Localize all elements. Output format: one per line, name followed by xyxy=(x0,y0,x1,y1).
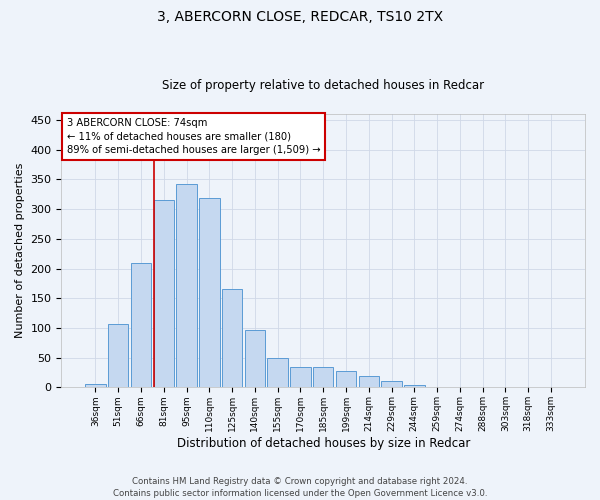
Bar xyxy=(154,200,174,388)
Y-axis label: Number of detached properties: Number of detached properties xyxy=(15,163,25,338)
Bar xyxy=(336,372,356,388)
Bar xyxy=(427,387,448,388)
Bar xyxy=(131,262,151,388)
Bar xyxy=(359,376,379,388)
Bar xyxy=(449,387,470,388)
Bar xyxy=(176,184,197,388)
X-axis label: Distribution of detached houses by size in Redcar: Distribution of detached houses by size … xyxy=(176,437,470,450)
Bar xyxy=(222,290,242,388)
Bar xyxy=(108,324,128,388)
Bar xyxy=(290,366,311,388)
Bar xyxy=(85,384,106,388)
Bar xyxy=(268,358,288,388)
Bar xyxy=(404,385,425,388)
Bar xyxy=(245,330,265,388)
Title: Size of property relative to detached houses in Redcar: Size of property relative to detached ho… xyxy=(162,79,484,92)
Bar xyxy=(199,198,220,388)
Text: 3 ABERCORN CLOSE: 74sqm
← 11% of detached houses are smaller (180)
89% of semi-d: 3 ABERCORN CLOSE: 74sqm ← 11% of detache… xyxy=(67,118,320,154)
Bar xyxy=(313,366,334,388)
Bar xyxy=(381,382,402,388)
Text: Contains HM Land Registry data © Crown copyright and database right 2024.
Contai: Contains HM Land Registry data © Crown c… xyxy=(113,476,487,498)
Text: 3, ABERCORN CLOSE, REDCAR, TS10 2TX: 3, ABERCORN CLOSE, REDCAR, TS10 2TX xyxy=(157,10,443,24)
